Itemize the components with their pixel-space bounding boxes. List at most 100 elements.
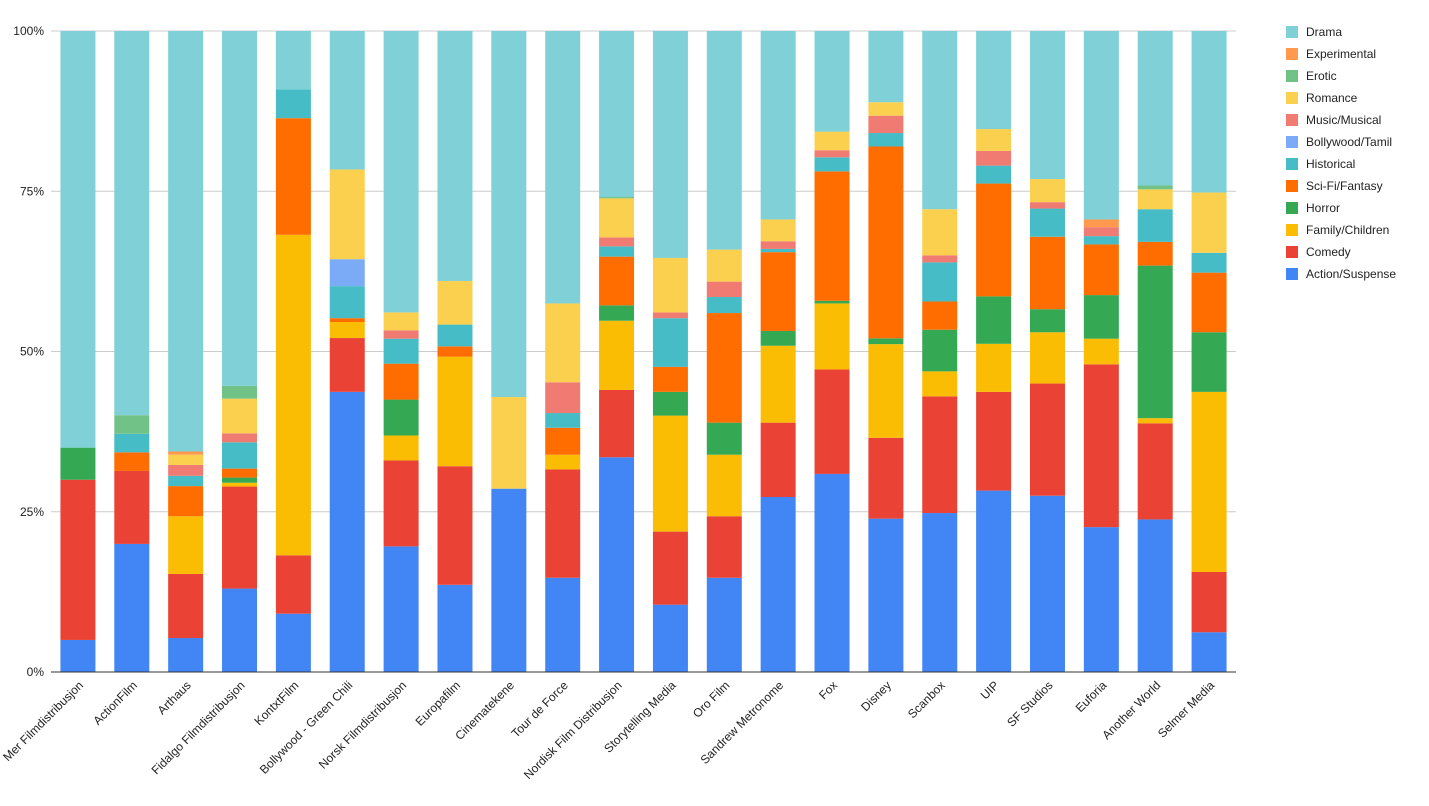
bar-stack	[814, 31, 850, 672]
bar-segment	[114, 543, 150, 672]
bar-segment	[114, 470, 150, 544]
legend-label: Comedy	[1306, 245, 1351, 259]
x-tick-label: Europafilm	[413, 678, 463, 728]
bar-segment	[1083, 338, 1119, 365]
bar-segment	[868, 344, 904, 438]
bar-segment	[1083, 227, 1119, 237]
x-tick-label: Disney	[858, 678, 894, 714]
bar-segment	[706, 422, 742, 455]
bar-segment	[545, 577, 581, 672]
bar-segment	[976, 150, 1012, 166]
bar-segment	[599, 246, 635, 257]
bar-segment	[1083, 364, 1119, 528]
x-tick-label: SF Studios	[1004, 678, 1055, 729]
bar-stack	[599, 31, 635, 672]
bars	[60, 31, 1227, 672]
bar-segment	[1083, 295, 1119, 339]
bar-segment	[1137, 519, 1173, 672]
bar-segment	[383, 399, 419, 436]
legend-item: Action/Suspense	[1286, 267, 1396, 281]
legend-swatch	[1286, 158, 1298, 170]
legend-swatch	[1286, 26, 1298, 38]
legend-item: Music/Musical	[1286, 113, 1381, 127]
bar-segment	[329, 318, 365, 323]
bar-stack	[652, 31, 688, 672]
bar-segment	[437, 466, 473, 585]
bar-segment	[491, 31, 527, 398]
bar-segment	[760, 422, 796, 498]
bar-segment	[706, 281, 742, 298]
bar-segment	[114, 31, 150, 416]
bar-segment	[868, 338, 904, 345]
bar-segment	[383, 330, 419, 339]
y-tick-label: 0%	[27, 665, 45, 679]
bar-segment	[168, 454, 204, 465]
bar-segment	[599, 305, 635, 321]
bar-segment	[168, 464, 204, 476]
legend-swatch	[1286, 268, 1298, 280]
bar-segment	[814, 300, 850, 304]
bar-segment	[976, 343, 1012, 392]
legend-label: Erotic	[1306, 69, 1337, 83]
bar-segment	[60, 31, 96, 448]
x-tick-label: Scanbox	[905, 678, 948, 721]
legend-item: Bollywood/Tamil	[1286, 135, 1392, 149]
legend-label: Music/Musical	[1306, 113, 1381, 127]
x-tick-label: Euforia	[1073, 678, 1110, 715]
legend: Drama Experimental Erotic Romance Music/Musi…	[1286, 25, 1396, 281]
bar-segment	[222, 385, 258, 399]
bar-segment	[599, 198, 635, 238]
bar-segment	[599, 31, 635, 198]
bar-stack	[275, 31, 311, 672]
bar-segment	[868, 437, 904, 519]
bar-segment	[222, 477, 258, 483]
bar-segment	[545, 427, 581, 455]
bar-segment	[329, 338, 365, 392]
x-tick-label: Fidalgo Filmdistribusjon	[149, 678, 248, 777]
bar-segment	[383, 435, 419, 461]
bar-stack	[437, 31, 473, 672]
bar-segment	[222, 433, 258, 443]
bar-segment	[706, 297, 742, 314]
bar-segment	[275, 89, 311, 119]
bar-segment	[922, 262, 958, 302]
bar-segment	[275, 234, 311, 556]
bar-segment	[545, 469, 581, 578]
bar-segment	[599, 197, 635, 199]
x-tick-label: Mer Filmdistribusjon	[0, 678, 86, 764]
y-tick-label: 50%	[20, 345, 44, 359]
bar-segment	[760, 330, 796, 346]
bar-segment	[652, 366, 688, 392]
bar-segment	[922, 255, 958, 263]
bar-segment	[114, 415, 150, 434]
bar-segment	[1083, 31, 1119, 220]
bar-segment	[383, 363, 419, 400]
legend-item: Sci-Fi/Fantasy	[1286, 179, 1383, 193]
bar-segment	[922, 329, 958, 372]
bar-segment	[706, 313, 742, 423]
bar-segment	[976, 129, 1012, 151]
bar-segment	[976, 31, 1012, 130]
bar-segment	[599, 256, 635, 306]
bar-segment	[814, 303, 850, 370]
legend-label: Sci-Fi/Fantasy	[1306, 179, 1383, 193]
bar-segment	[922, 301, 958, 330]
bar-segment	[1137, 265, 1173, 419]
bar-segment	[545, 454, 581, 470]
bar-stack	[706, 31, 742, 672]
bar-segment	[868, 518, 904, 672]
bar-segment	[168, 31, 204, 452]
legend-swatch	[1286, 48, 1298, 60]
bar-stack	[491, 31, 527, 672]
bar-stack	[383, 31, 419, 672]
bar-segment	[922, 31, 958, 210]
legend-swatch	[1286, 180, 1298, 192]
bar-segment	[1191, 272, 1227, 333]
bar-segment	[760, 345, 796, 423]
bar-segment	[545, 31, 581, 304]
bar-segment	[168, 573, 204, 639]
bar-segment	[275, 31, 311, 90]
x-tick-label: Norsk Filmdistribusjon	[316, 678, 409, 771]
bar-segment	[976, 183, 1012, 297]
